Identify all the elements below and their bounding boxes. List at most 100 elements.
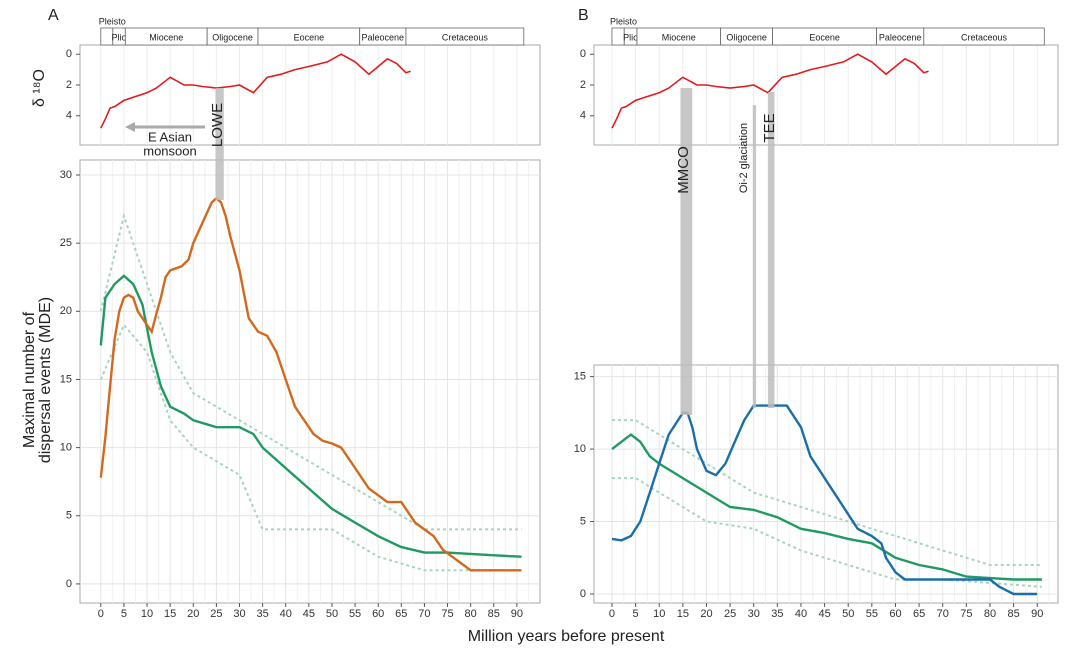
epoch-label: Eocene <box>809 32 840 42</box>
y-tick-label: 25 <box>60 237 72 249</box>
data-line <box>611 404 1038 596</box>
y-tick-label: 5 <box>66 510 72 522</box>
inset-y-title: δ ¹⁸O <box>31 69 48 107</box>
event-bar <box>752 105 757 408</box>
x-tick-label: 10 <box>141 608 153 620</box>
inset-y-tick-label: 2 <box>66 79 72 91</box>
panel-label: A <box>48 7 59 24</box>
y-tick-label: 20 <box>60 305 72 317</box>
data-line <box>99 274 522 558</box>
x-tick-label: 80 <box>984 608 996 620</box>
x-tick-label: 15 <box>677 608 689 620</box>
data-line <box>99 196 522 572</box>
event-label: MMCO <box>675 146 692 194</box>
x-tick-label: 65 <box>913 608 925 620</box>
epoch-label: Paleocene <box>362 32 405 42</box>
epoch-label: Oligocene <box>212 32 253 42</box>
x-tick-label: 55 <box>349 608 361 620</box>
isotope-curve <box>100 53 411 129</box>
panel-label: B <box>578 7 589 24</box>
inset-area <box>593 44 1059 146</box>
plot-area <box>593 364 1059 604</box>
inset-y-tick-label: 4 <box>580 110 586 122</box>
epoch-box <box>405 27 525 46</box>
x-tick-label: 90 <box>1031 608 1043 620</box>
x-tick-label: 75 <box>441 608 453 620</box>
x-tick-label: 0 <box>609 608 615 620</box>
inset-y-tick-label: 2 <box>580 79 586 91</box>
x-tick-label: 65 <box>395 608 407 620</box>
y-tick-label: 10 <box>60 442 72 454</box>
event-bar <box>215 88 224 200</box>
epoch-label: Cretaceous <box>961 32 1008 42</box>
monsoon-label: E Asian <box>148 129 192 144</box>
x-tick-label: 5 <box>633 608 639 620</box>
epoch-label: Plio <box>112 32 127 42</box>
x-tick-label: 70 <box>937 608 949 620</box>
epoch-label: Cretaceous <box>442 32 489 42</box>
event-label: Oi-2 glaciation <box>738 123 750 193</box>
x-tick-label: 20 <box>700 608 712 620</box>
x-axis-title: Million years before present <box>468 628 665 645</box>
data-line <box>99 212 522 531</box>
x-tick-label: 35 <box>771 608 783 620</box>
epoch-label: Eocene <box>294 32 325 42</box>
x-tick-label: 0 <box>98 608 104 620</box>
event-label: TEE <box>761 113 778 142</box>
event-label: LOWE <box>209 103 226 147</box>
y-tick-label: 5 <box>580 515 586 527</box>
y-tick-label: 15 <box>60 373 72 385</box>
x-tick-label: 85 <box>488 608 500 620</box>
epoch-label: Pleisto <box>610 16 637 26</box>
y-axis-title: dispersal events (MDE) <box>37 297 54 463</box>
epoch-label: Miocene <box>662 32 696 42</box>
y-tick-label: 0 <box>66 578 72 590</box>
x-tick-label: 5 <box>121 608 127 620</box>
data-line <box>611 433 1042 581</box>
event-bar <box>680 88 693 415</box>
y-tick-label: 0 <box>580 588 586 600</box>
epoch-label: Pleisto <box>99 16 126 26</box>
epoch-label: Paleocene <box>879 32 922 42</box>
x-tick-label: 35 <box>256 608 268 620</box>
monsoon-arrow-head <box>125 122 135 132</box>
x-tick-label: 60 <box>372 608 384 620</box>
inset-y-tick-label: 0 <box>580 48 586 60</box>
x-tick-label: 30 <box>233 608 245 620</box>
x-tick-label: 55 <box>866 608 878 620</box>
x-tick-label: 45 <box>818 608 830 620</box>
y-tick-label: 10 <box>574 443 586 455</box>
x-tick-label: 45 <box>303 608 315 620</box>
epoch-box <box>923 27 1045 46</box>
x-tick-label: 10 <box>653 608 665 620</box>
x-tick-label: 50 <box>326 608 338 620</box>
x-tick-label: 25 <box>724 608 736 620</box>
epoch-label: Oligocene <box>726 32 767 42</box>
x-tick-label: 15 <box>164 608 176 620</box>
x-tick-label: 75 <box>960 608 972 620</box>
epoch-label: Miocene <box>149 32 183 42</box>
x-tick-label: 80 <box>465 608 477 620</box>
data-line <box>612 477 1042 588</box>
data-line <box>612 419 1042 566</box>
event-bar <box>767 92 775 408</box>
x-tick-label: 20 <box>187 608 199 620</box>
data-line <box>99 323 522 572</box>
x-tick-label: 60 <box>889 608 901 620</box>
x-tick-label: 40 <box>280 608 292 620</box>
epoch-label: Plio <box>623 32 638 42</box>
y-tick-label: 30 <box>60 169 72 181</box>
y-axis-title: Maximal number of <box>21 311 38 448</box>
x-tick-label: 30 <box>748 608 760 620</box>
x-tick-label: 25 <box>210 608 222 620</box>
inset-y-tick-label: 0 <box>66 48 72 60</box>
inset-y-tick-label: 4 <box>66 110 72 122</box>
x-tick-label: 90 <box>511 608 523 620</box>
isotope-curve <box>611 53 929 129</box>
monsoon-label: monsoon <box>143 143 196 158</box>
x-tick-label: 70 <box>418 608 430 620</box>
x-tick-label: 85 <box>1007 608 1019 620</box>
y-tick-label: 15 <box>574 371 586 383</box>
x-tick-label: 40 <box>795 608 807 620</box>
